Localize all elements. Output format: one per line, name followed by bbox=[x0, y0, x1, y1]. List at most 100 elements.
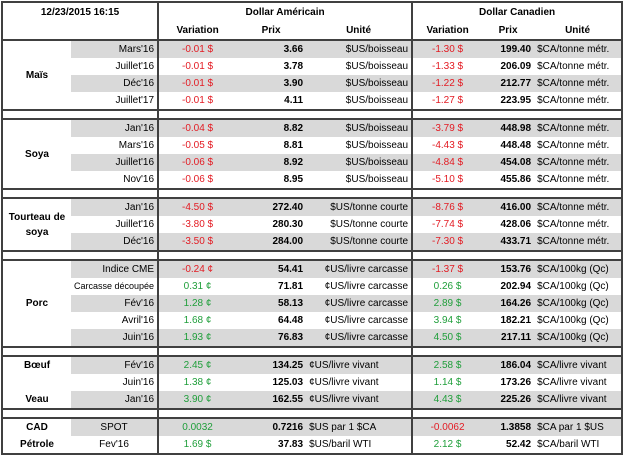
cad-prix: 182.21 bbox=[500, 315, 532, 326]
table-row: Juillet'16 -0.01 $ 3.78 $US/boisseau -1.… bbox=[2, 58, 622, 75]
usd-variation: -4.50 $ bbox=[157, 198, 237, 216]
usd-unit: $US/boisseau bbox=[345, 61, 409, 72]
cad-variation: -0.0062 bbox=[411, 418, 483, 436]
usd-prix: 71.81 bbox=[278, 281, 304, 292]
cad-variation: -5.10 $ bbox=[411, 171, 483, 189]
cad-unit: $CA/tonne métr. bbox=[534, 233, 623, 251]
contract-label: Nov'16 bbox=[123, 174, 155, 185]
usd-prix: 76.83 bbox=[236, 329, 307, 347]
cad-variation: 0.26 $ bbox=[411, 278, 483, 295]
group-label-boeuf: Bœuf bbox=[23, 360, 51, 371]
cad-variation: -1.33 $ bbox=[411, 58, 483, 75]
usd-prix: 3.66 bbox=[236, 40, 307, 58]
cad-prix: 428.06 bbox=[500, 219, 532, 230]
contract-label: Fev'16 bbox=[99, 439, 129, 450]
usd-prix: 37.83 bbox=[278, 439, 304, 450]
cad-prix: 202.94 bbox=[500, 281, 532, 292]
cad-unit: $CA/tonne métr. bbox=[537, 219, 610, 230]
usd-variation: 1.93 ¢ bbox=[157, 329, 237, 347]
contract-label: Jan'16 bbox=[71, 198, 159, 216]
usd-prix: 8.92 bbox=[236, 154, 307, 171]
usd-unit: $US/boisseau bbox=[306, 75, 413, 92]
table-row: CAD SPOT 0.0032 0.7216 $US par 1 $CA -0.… bbox=[2, 418, 623, 436]
cad-unit: $CA/tonne métr. bbox=[537, 174, 610, 185]
cad-variation: -4.43 $ bbox=[411, 137, 483, 154]
contract-label: Fév'16 bbox=[71, 295, 159, 312]
usd-prix: 8.81 bbox=[283, 140, 304, 151]
usd-unit: ¢US/livre carcasse bbox=[324, 315, 409, 326]
contract-label: Mars'16 bbox=[71, 40, 159, 58]
cad-prix: 448.48 bbox=[500, 140, 532, 151]
usd-variation: -0.04 $ bbox=[157, 119, 237, 137]
usd-unit: ¢US/livre carcasse bbox=[306, 329, 413, 347]
cad-prix: 1.3858 bbox=[482, 418, 535, 436]
usd-unit: ¢US/livre vivant bbox=[309, 377, 379, 388]
usd-variation: -0.06 $ bbox=[157, 171, 237, 189]
usd-variation: -0.05 $ bbox=[157, 137, 237, 154]
contract-label: Mars'16 bbox=[118, 140, 155, 151]
contract-label: Jan'16 bbox=[71, 391, 159, 409]
table-row: Pétrole Fev'16 1.69 $ 37.83 $US/baril WT… bbox=[2, 436, 622, 454]
usd-variation: -0.01 $ bbox=[157, 75, 237, 92]
usd-variation: 1.38 ¢ bbox=[157, 374, 237, 391]
table-row: Déc'16 -3.50 $ 284.00 $US/tonne courte -… bbox=[2, 233, 623, 251]
cad-prix: 225.26 bbox=[482, 391, 535, 409]
usd-prix: 54.41 bbox=[236, 260, 307, 278]
usd-variation: 1.69 $ bbox=[157, 436, 237, 454]
contract-label: SPOT bbox=[71, 418, 159, 436]
group-label-cad: CAD bbox=[26, 422, 48, 433]
cad-prix: 455.86 bbox=[500, 174, 532, 185]
cad-section-title: Dollar Canadien bbox=[411, 2, 623, 21]
contract-label: Fév'16 bbox=[71, 356, 159, 374]
group-label-mais: Maïs bbox=[25, 69, 49, 81]
usd-variation: -0.06 $ bbox=[157, 154, 237, 171]
cad-variation: 4.50 $ bbox=[411, 329, 483, 347]
cad-variation: -7.30 $ bbox=[411, 233, 483, 251]
cad-variation: 4.43 $ bbox=[411, 391, 483, 409]
group-label-petrole: Pétrole bbox=[20, 439, 54, 450]
group-label-soya: Soya bbox=[25, 148, 49, 160]
usd-unit: $US/boisseau bbox=[306, 154, 413, 171]
contract-label: Juillet'16 bbox=[71, 154, 159, 171]
contract-label: Carcasse découpée bbox=[74, 281, 155, 291]
table-row: Carcasse découpée 0.31 ¢ 71.81 ¢US/livre… bbox=[2, 278, 622, 295]
cad-variation: 2.89 $ bbox=[411, 295, 483, 312]
cad-prix: 52.42 bbox=[506, 439, 532, 450]
cad-unit: $CA/100kg (Qc) bbox=[534, 260, 623, 278]
contract-label: Avril'16 bbox=[121, 315, 155, 326]
contract-label: Juin'16 bbox=[122, 377, 155, 388]
usd-variation: -3.80 $ bbox=[157, 216, 237, 233]
contract-label: Juillet'16 bbox=[115, 219, 155, 230]
table-row: Tourteau de soya Jan'16 -4.50 $ 272.40 $… bbox=[2, 198, 623, 238]
usd-unit: $US/boisseau bbox=[306, 40, 413, 58]
usd-prix: 4.11 bbox=[284, 95, 304, 106]
cad-unit: $CA/livre vivant bbox=[534, 391, 623, 409]
group-label-veau: Veau bbox=[25, 394, 49, 405]
cad-prix: 217.11 bbox=[482, 329, 535, 347]
usd-unite-header: Unité bbox=[306, 21, 413, 41]
cad-unit: $CA/tonne métr. bbox=[537, 95, 610, 106]
datetime-label: 12/23/2015 16:15 bbox=[40, 6, 120, 18]
table-row: Juillet'16 -3.80 $ 280.30 $US/tonne cour… bbox=[2, 216, 622, 233]
table-row: Avril'16 1.68 ¢ 64.48 ¢US/livre carcasse… bbox=[2, 312, 622, 329]
usd-unit: $US/baril WTI bbox=[309, 439, 372, 450]
usd-variation-header: Variation bbox=[157, 21, 237, 41]
contract-label: Juin'16 bbox=[71, 329, 159, 347]
usd-variation: -0.01 $ bbox=[157, 92, 237, 110]
usd-variation: 2.45 ¢ bbox=[157, 356, 237, 374]
cad-variation: -8.76 $ bbox=[411, 198, 483, 216]
cad-unit: $CA/baril WTI bbox=[537, 439, 600, 450]
usd-unit: ¢US/livre carcasse bbox=[306, 295, 413, 312]
cad-variation: 2.58 $ bbox=[411, 356, 483, 374]
cad-unit: $CA/tonne métr. bbox=[534, 75, 623, 92]
usd-unit: $US/boisseau bbox=[306, 119, 413, 137]
contract-label: Juillet'17 bbox=[115, 95, 155, 106]
contract-label: Indice CME bbox=[71, 260, 159, 278]
table-row: Maïs Mars'16 -0.01 $ 3.66 $US/boisseau -… bbox=[2, 40, 623, 81]
table-row: Mars'16 -0.05 $ 8.81 $US/boisseau -4.43 … bbox=[2, 137, 622, 154]
cad-prix: 173.26 bbox=[500, 377, 532, 388]
cad-prix-header: Prix bbox=[482, 21, 535, 41]
usd-prix: 280.30 bbox=[272, 219, 304, 230]
cad-unit: $CA par 1 $US bbox=[534, 418, 623, 436]
